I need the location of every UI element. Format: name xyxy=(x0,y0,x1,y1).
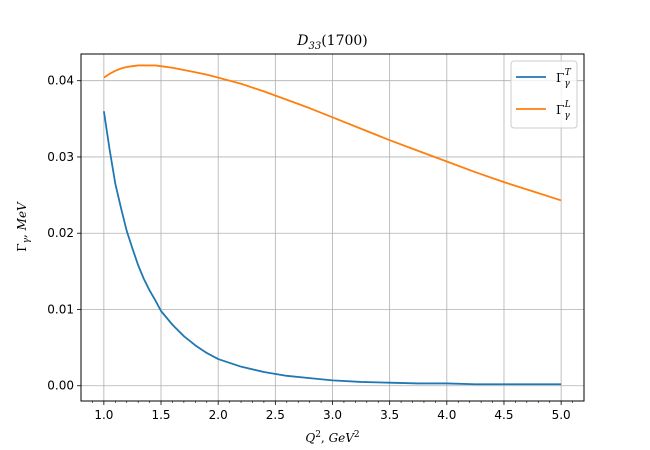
y-tick-label: 0.03 xyxy=(47,150,74,164)
x-tick-label: 3.0 xyxy=(323,408,342,422)
x-tick-label: 5.0 xyxy=(552,408,571,422)
y-axis: 0.00 0.01 0.02 0.03 0.04 xyxy=(47,74,81,393)
x-tick-label: 1.5 xyxy=(151,408,170,422)
grid xyxy=(81,54,584,401)
legend: ΓγT ΓγL xyxy=(510,60,578,129)
x-tick-label: 1.0 xyxy=(94,408,113,422)
series-layer xyxy=(102,64,562,386)
y-tick-label: 0.00 xyxy=(47,379,74,393)
series-line-0 xyxy=(102,111,562,386)
x-axis-label: Q2, GeV2 xyxy=(305,430,359,445)
x-tick-label: 2.0 xyxy=(209,408,228,422)
x-tick-label: 4.0 xyxy=(437,408,456,422)
y-tick-label: 0.02 xyxy=(47,226,74,240)
legend-label-transverse: ΓγT xyxy=(556,68,572,89)
y-axis-label: Γγ, MeV xyxy=(15,201,32,252)
y-tick-label: 0.04 xyxy=(47,74,74,88)
x-axis: 1.0 1.5 2.0 2.5 3.0 3.5 4.0 4.5 5.0 xyxy=(92,401,573,422)
series-line-1 xyxy=(103,64,562,202)
x-tick-label: 3.5 xyxy=(380,408,399,422)
x-tick-label: 4.5 xyxy=(494,408,513,422)
legend-label-longitudinal: ΓγL xyxy=(556,100,571,121)
x-tick-label: 2.5 xyxy=(266,408,285,422)
chart-title: D33(1700) xyxy=(296,33,368,52)
y-tick-label: 0.01 xyxy=(47,302,74,316)
